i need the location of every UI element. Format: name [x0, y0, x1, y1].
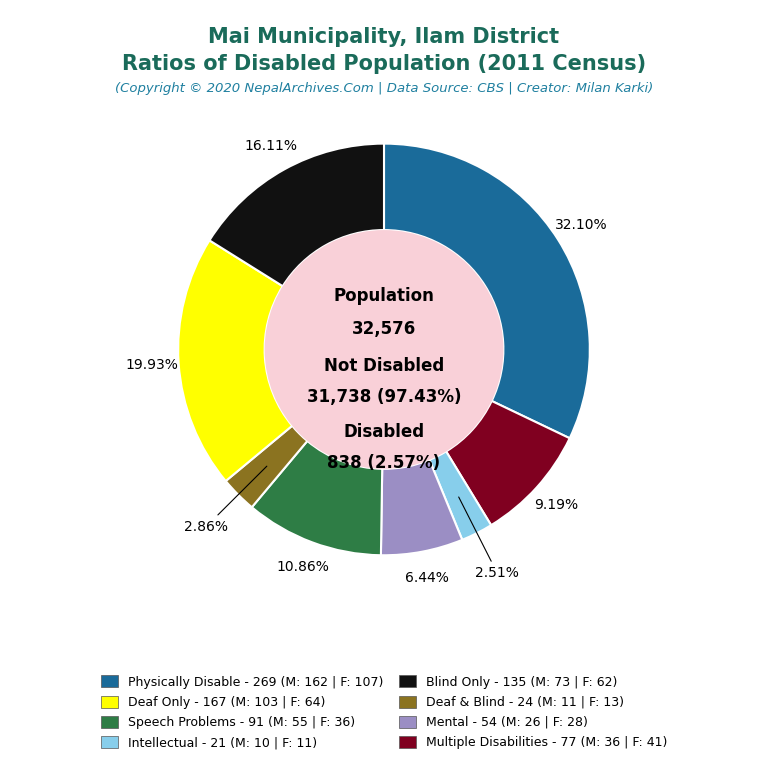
Legend: Physically Disable - 269 (M: 162 | F: 107), Deaf Only - 167 (M: 103 | F: 64), Sp: Physically Disable - 269 (M: 162 | F: 10… — [96, 670, 672, 754]
Text: 10.86%: 10.86% — [276, 561, 329, 574]
Text: 19.93%: 19.93% — [125, 358, 178, 372]
Text: Mai Municipality, Ilam District: Mai Municipality, Ilam District — [208, 27, 560, 47]
Text: Disabled: Disabled — [343, 422, 425, 441]
Text: 31,738 (97.43%): 31,738 (97.43%) — [306, 388, 462, 406]
Text: 838 (2.57%): 838 (2.57%) — [327, 454, 441, 472]
Text: 9.19%: 9.19% — [535, 498, 578, 512]
Circle shape — [265, 230, 503, 468]
Text: (Copyright © 2020 NepalArchives.Com | Data Source: CBS | Creator: Milan Karki): (Copyright © 2020 NepalArchives.Com | Da… — [115, 82, 653, 95]
Text: Not Disabled: Not Disabled — [324, 357, 444, 375]
Text: 2.51%: 2.51% — [458, 497, 519, 581]
Wedge shape — [210, 144, 384, 286]
Text: Ratios of Disabled Population (2011 Census): Ratios of Disabled Population (2011 Cens… — [122, 54, 646, 74]
Wedge shape — [429, 452, 491, 540]
Wedge shape — [252, 441, 382, 555]
Wedge shape — [446, 401, 570, 525]
Wedge shape — [381, 460, 462, 555]
Wedge shape — [384, 144, 590, 439]
Wedge shape — [226, 425, 307, 507]
Text: 2.86%: 2.86% — [184, 466, 266, 534]
Text: 32.10%: 32.10% — [554, 218, 607, 233]
Text: 32,576: 32,576 — [352, 319, 416, 338]
Text: Population: Population — [333, 287, 435, 305]
Text: 6.44%: 6.44% — [406, 571, 449, 585]
Text: 16.11%: 16.11% — [245, 139, 298, 153]
Wedge shape — [178, 240, 292, 481]
